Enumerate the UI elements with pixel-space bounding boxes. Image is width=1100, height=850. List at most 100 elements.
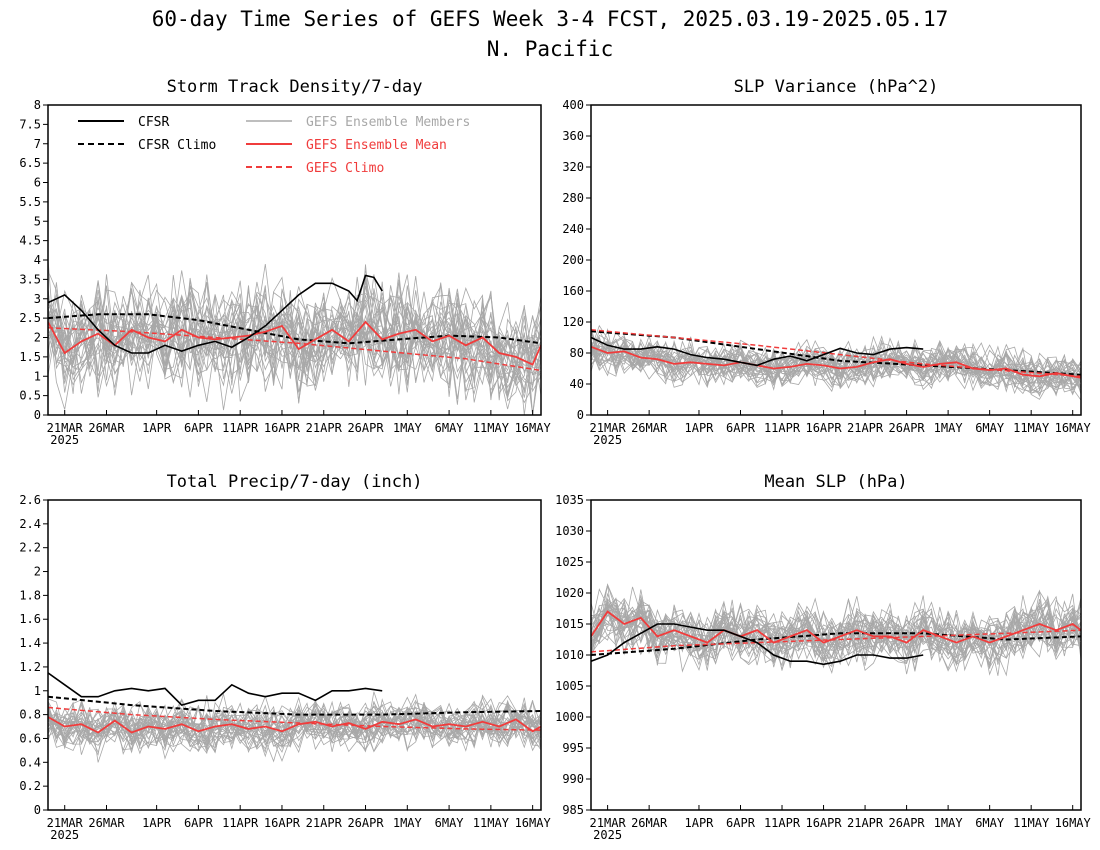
y-tick-label: 120 [562,315,584,329]
x-tick-label: 6APR [726,421,756,435]
x-tick-label: 1MAY [934,421,964,435]
y-tick-label: 160 [562,284,584,298]
gefs-climo-line [48,327,541,372]
x-tick-label: 6MAY [435,421,465,435]
ensemble-member-line [591,605,1081,675]
x-tick-label: 6APR [184,421,214,435]
y-tick-label: 1025 [555,555,584,569]
y-tick-label: 0.4 [19,755,41,769]
y-tick-label: 240 [562,222,584,236]
y-tick-label: 1030 [555,524,584,538]
ensemble-member-line [48,280,541,393]
x-tick-label: 16APR [264,816,301,830]
x-tick-label: 11APR [222,421,259,435]
y-tick-label: 5.5 [19,195,41,209]
y-tick-label: 2 [34,331,41,345]
x-tick-label: 6APR [726,816,756,830]
y-tick-label: 360 [562,129,584,143]
y-tick-label: 2.5 [19,311,41,325]
ensemble-member-line [48,270,541,410]
x-tick-label: 11APR [222,816,259,830]
x-tick-label: 6MAY [435,816,465,830]
y-tick-label: 0 [34,803,41,817]
y-tick-label: 4.5 [19,234,41,248]
x-tick-label: 21MAR [47,421,84,435]
panel-title: Mean SLP (hPa) [764,472,907,492]
x-tick-label: 16MAY [515,421,552,435]
y-tick-label: 1010 [555,648,584,662]
y-tick-label: 1005 [555,679,584,693]
x-tick-label: 1MAY [393,816,423,830]
x-tick-label: 11MAY [1013,421,1050,435]
y-tick-label: 985 [562,803,584,817]
y-tick-label: 0 [577,408,584,422]
x-tick-label: 26MAR [631,816,668,830]
y-tick-label: 2.2 [19,541,41,555]
y-tick-label: 5 [34,214,41,228]
x-year-label: 2025 [593,433,622,447]
x-tick-label: 26MAR [88,816,125,830]
x-tick-label: 1APR [142,816,172,830]
ensemble-member-line [48,701,541,749]
ensemble-member-line [48,282,541,404]
ensemble-member-line [48,701,541,760]
figure-title: 60-day Time Series of GEFS Week 3-4 FCST… [152,7,949,31]
y-tick-label: 3.5 [19,272,41,286]
gefs-climo-line [48,706,541,731]
gefs-climo-line [591,629,1081,653]
y-tick-label: 995 [562,741,584,755]
legend-cfsr: CFSR [138,115,169,130]
y-tick-label: 6 [34,176,41,190]
x-tick-label: 16MAY [1055,421,1092,435]
y-tick-label: 8 [34,98,41,112]
x-tick-label: 16MAY [1055,816,1092,830]
legend-gefs-mean: GEFS Ensemble Mean [306,138,447,153]
ensemble-member-line [591,341,1081,395]
x-tick-label: 21APR [306,421,343,435]
y-tick-label: 200 [562,253,584,267]
gefs-mean-line [591,610,1081,644]
x-tick-label: 11MAY [1013,816,1050,830]
y-tick-label: 0.2 [19,779,41,793]
panel-2: Total Precip/7-day (inch)00.20.40.60.811… [19,472,551,842]
y-tick-label: 0 [34,408,41,422]
y-tick-label: 2.4 [19,517,41,531]
ensemble-member-line [591,345,1081,389]
y-tick-label: 1 [34,684,41,698]
x-tick-label: 26APR [889,816,926,830]
legend-gefs-members: GEFS Ensemble Members [306,115,470,130]
ensemble-member-line [48,691,541,754]
x-tick-label: 16MAY [515,816,552,830]
x-year-label: 2025 [593,828,622,842]
x-tick-label: 11APR [764,421,801,435]
x-tick-label: 1MAY [393,421,423,435]
y-tick-label: 400 [562,98,584,112]
y-tick-label: 4 [34,253,41,267]
x-tick-label: 16APR [264,421,301,435]
x-tick-label: 26MAR [88,421,125,435]
x-tick-label: 21APR [306,816,343,830]
y-tick-label: 7 [34,137,41,151]
legend-cfsr-climo: CFSR Climo [138,138,216,153]
y-tick-label: 1.2 [19,660,41,674]
cfsr-climo-line [48,695,541,716]
cfsr-climo-line [591,632,1081,656]
x-tick-label: 1APR [685,816,715,830]
plot-area [591,583,1081,677]
x-tick-label: 21MAR [47,816,84,830]
y-tick-label: 2.6 [19,493,41,507]
y-tick-label: 1 [34,369,41,383]
y-tick-label: 1.5 [19,350,41,364]
plot-area [591,324,1081,401]
figure-subtitle: N. Pacific [487,37,613,61]
y-tick-label: 990 [562,772,584,786]
y-tick-label: 7.5 [19,117,41,131]
cfsr-line [48,672,383,706]
x-tick-label: 21APR [847,421,884,435]
ensemble-member-line [48,264,541,387]
panel-3: Mean SLP (hPa) 985 990 995 1000 1005 1010 1015 1… [555,472,1091,842]
x-tick-label: 21APR [847,816,884,830]
x-year-label: 2025 [50,433,79,447]
x-tick-label: 1APR [142,421,172,435]
